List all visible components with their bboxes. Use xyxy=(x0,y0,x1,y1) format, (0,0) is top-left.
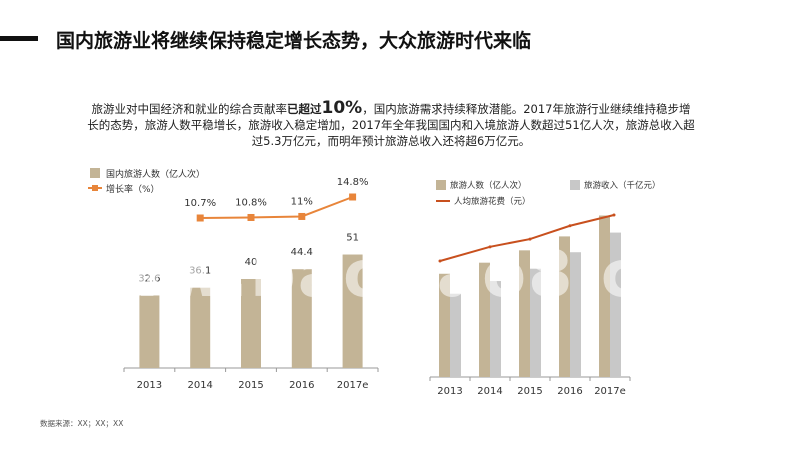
x-tick-label: 2013 xyxy=(437,386,462,397)
per-capita-spend-point xyxy=(488,245,492,249)
legend-swatch-tourists xyxy=(90,168,100,178)
intro-text-1: 旅游业对中国经济和就业的综合贡献率 xyxy=(91,102,288,116)
bar-income xyxy=(610,232,621,377)
chart-tourists-growth: 32.6 2013 36.1 2014 40 2015 44.4 2016 51 2017e 10.… xyxy=(88,168,379,391)
x-tick-label: 2014 xyxy=(477,386,502,397)
per-capita-spend-point xyxy=(568,224,572,228)
bar-data-label: 32.6 xyxy=(138,273,160,284)
bar-data-label: 44.4 xyxy=(291,247,313,258)
x-tick-label: 2016 xyxy=(557,386,582,397)
per-capita-spend-point xyxy=(438,259,442,263)
legend-marker-growth xyxy=(92,185,98,191)
bar-income xyxy=(530,268,541,377)
bar-tourists xyxy=(190,287,211,368)
bar-tourists xyxy=(599,215,610,377)
bar-data-label: 40 xyxy=(245,257,258,268)
growth-rate-line xyxy=(200,196,353,219)
legend-label-spend: 人均旅游花费（元） xyxy=(454,196,531,207)
growth-data-label: 10.7% xyxy=(184,198,216,209)
bar-tourists xyxy=(439,273,450,377)
bar-tourists xyxy=(479,262,490,377)
bar-income xyxy=(490,281,501,377)
x-tick-label: 2015 xyxy=(238,380,263,391)
growth-rate-marker xyxy=(196,214,204,222)
bar-tourists xyxy=(241,279,261,368)
growth-rate-marker xyxy=(349,193,357,201)
growth-data-label: 11% xyxy=(291,196,313,207)
intro-highlight-number: 10% xyxy=(321,98,363,118)
bar-income xyxy=(570,252,581,377)
intro-highlight-pre: 已超过 xyxy=(287,102,322,116)
legend-label-growth: 增长率（%） xyxy=(106,183,160,195)
x-tick-label: 2017e xyxy=(594,386,626,397)
x-tick-label: 2016 xyxy=(289,380,314,391)
per-capita-spend-point xyxy=(528,237,532,241)
legend-label-income: 旅游收入（千亿元） xyxy=(584,180,661,191)
bar-tourists xyxy=(291,269,312,368)
intro-text-2: ，国内旅游需求持续释放潜能。2017年旅游行业继续维持稳步增长的态势，旅游人数平… xyxy=(87,102,695,148)
bar-income xyxy=(450,293,461,377)
bar-tourists xyxy=(559,236,570,377)
title-accent-bar xyxy=(0,36,38,41)
bar-tourists xyxy=(342,254,363,368)
legend-label-tourists: 旅游人数（亿人次） xyxy=(450,180,527,191)
bar-tourists xyxy=(519,250,530,377)
bar-data-label: 36.1 xyxy=(189,266,211,277)
x-tick-label: 2013 xyxy=(137,380,162,391)
bar-tourists xyxy=(139,295,160,368)
x-tick-label: 2014 xyxy=(187,380,212,391)
growth-data-label: 10.8% xyxy=(235,197,267,208)
per-capita-spend-point xyxy=(612,213,616,217)
legend-swatch-tourists xyxy=(436,180,446,190)
legend-label-tourists: 国内旅游人数（亿人次） xyxy=(106,168,205,180)
data-source: 数据来源：XX；XX；XX xyxy=(40,419,124,428)
bar-data-label: 51 xyxy=(346,233,359,244)
page-title: 国内旅游业将继续保持稳定增长态势，大众旅游时代来临 xyxy=(56,30,532,52)
legend-swatch-income xyxy=(570,180,580,190)
x-tick-label: 2017e xyxy=(337,380,369,391)
x-tick-label: 2015 xyxy=(517,386,542,397)
intro-paragraph: 旅游业对中国经济和就业的综合贡献率已超过10%，国内旅游需求持续释放潜能。201… xyxy=(86,100,696,149)
growth-rate-marker xyxy=(298,212,306,220)
chart-tourists-income-spend: 2013 2014 2015 2016 2017e 旅游人数（亿人次） 旅游收入（千亿元） 人… xyxy=(429,180,661,397)
growth-data-label: 14.8% xyxy=(337,177,369,188)
growth-rate-marker xyxy=(247,213,255,221)
